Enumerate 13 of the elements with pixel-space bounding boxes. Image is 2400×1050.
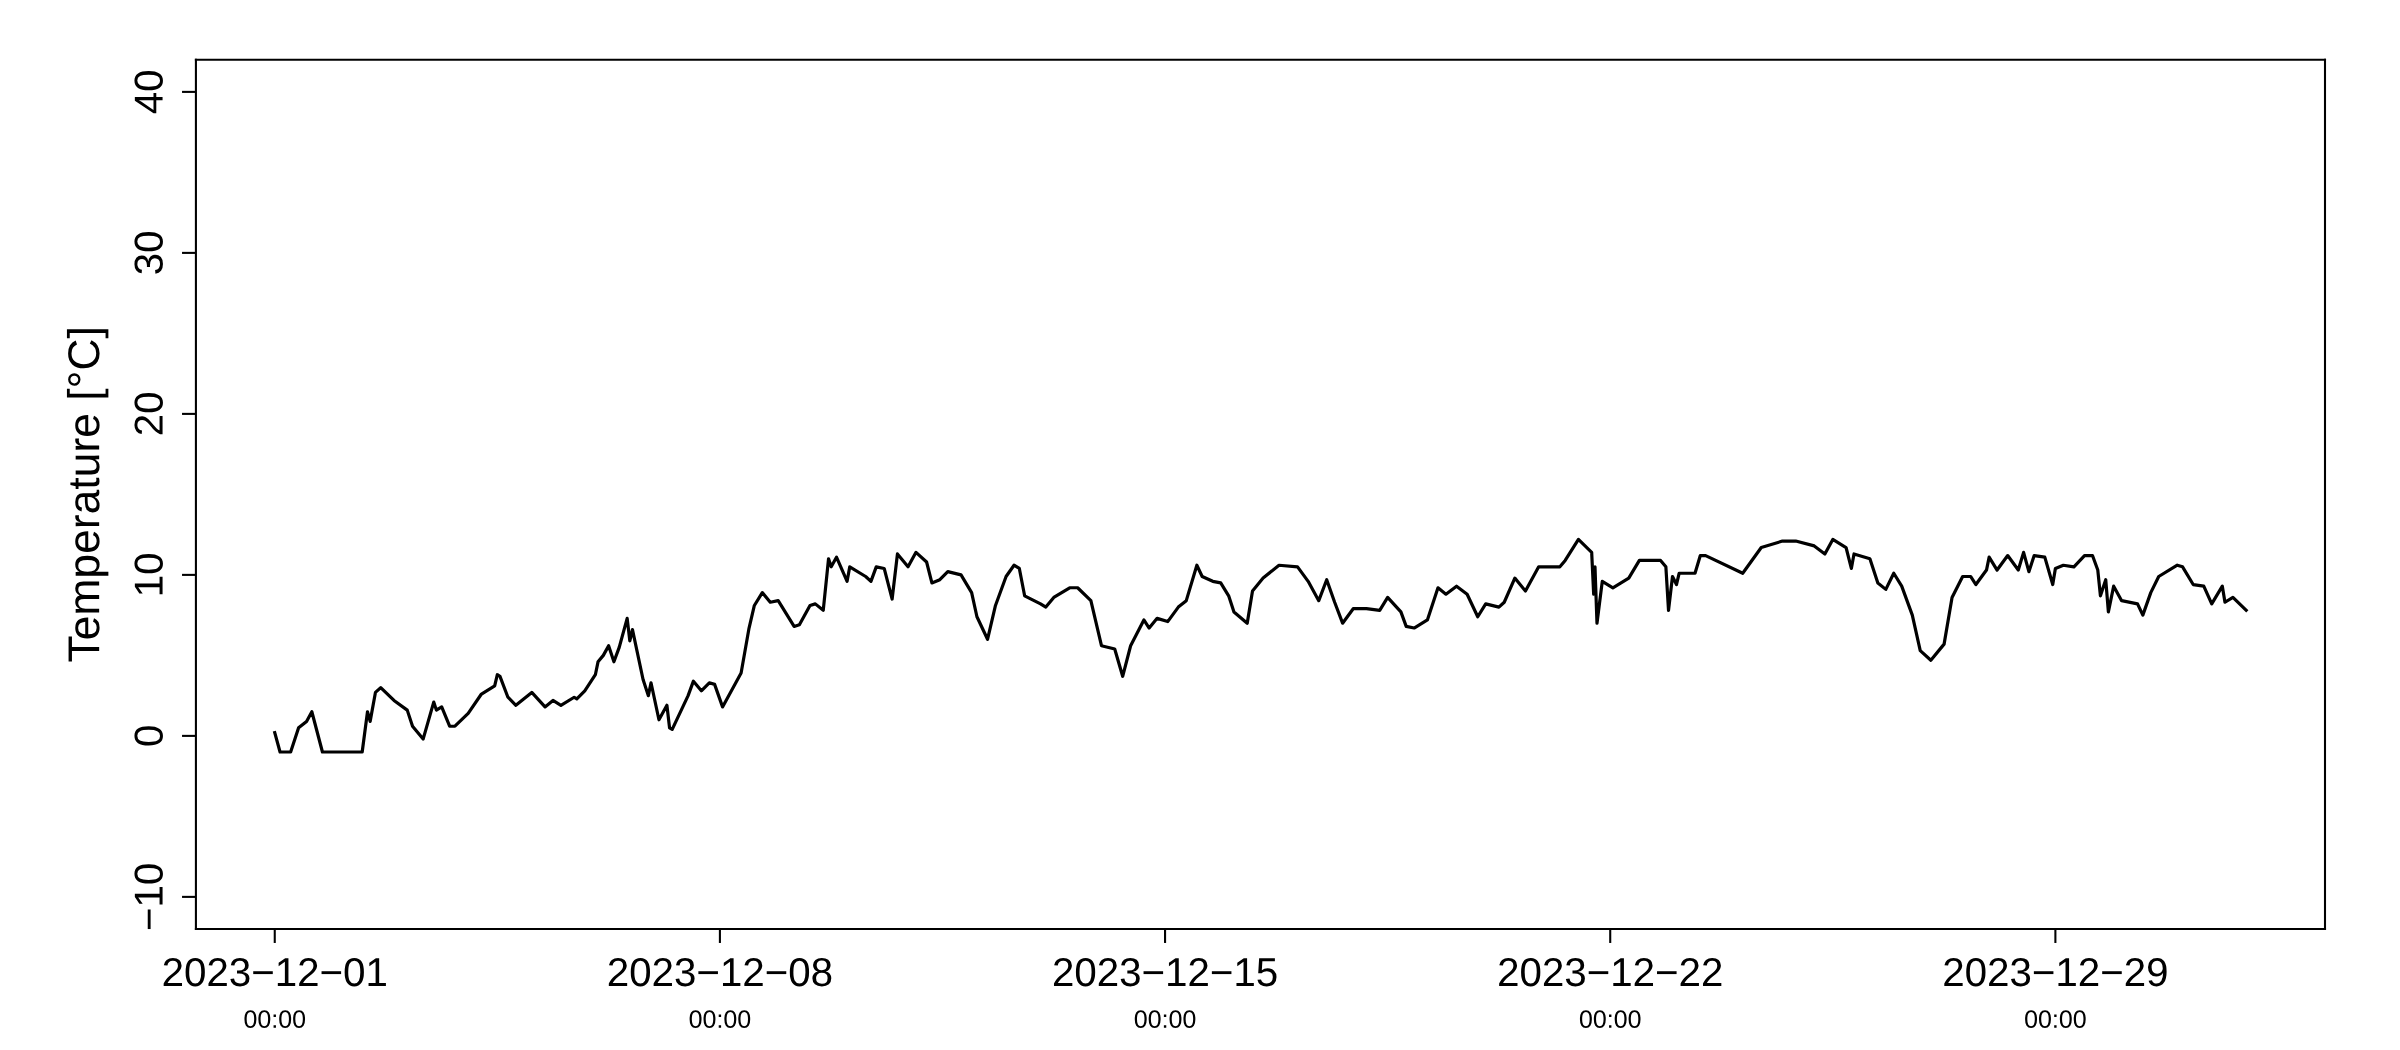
y-tick-label: 30	[134, 232, 163, 274]
y-tick-label: 20	[134, 393, 163, 435]
x-tick-label: 2023−12−15 00:00	[1053, 957, 1277, 1028]
y-tick-label: 10	[134, 554, 163, 595]
x-tick-label: 2023−12−08 00:00	[608, 957, 832, 1028]
y-tick-label: 0	[134, 726, 163, 746]
y-axis-title: Temperature [°C]	[66, 329, 109, 662]
x-tick-label: 2023−12−29 00:00	[1944, 957, 2167, 1028]
y-tick-label: 40	[134, 71, 163, 114]
x-tick-label: 2023−12−01 00:00	[163, 957, 386, 1028]
y-tick-label: −10	[134, 864, 163, 930]
line-series	[273, 537, 2248, 754]
x-tick-label: 2023−12−22 00:00	[1499, 957, 1722, 1028]
